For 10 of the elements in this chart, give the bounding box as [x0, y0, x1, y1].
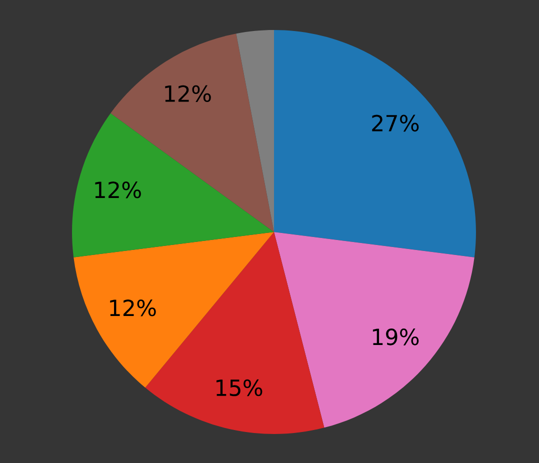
- pie-slice: [72, 113, 274, 258]
- data-label: 12%: [95, 181, 141, 198]
- pie-slice: [274, 232, 474, 428]
- data-label: 12%: [110, 299, 156, 316]
- data-label: 15%: [216, 379, 262, 396]
- data-label: 19%: [372, 328, 419, 346]
- pie-slice: [236, 30, 274, 232]
- pie-slice: [274, 30, 476, 258]
- data-label: 12%: [165, 85, 211, 102]
- data-label: 27%: [372, 114, 419, 132]
